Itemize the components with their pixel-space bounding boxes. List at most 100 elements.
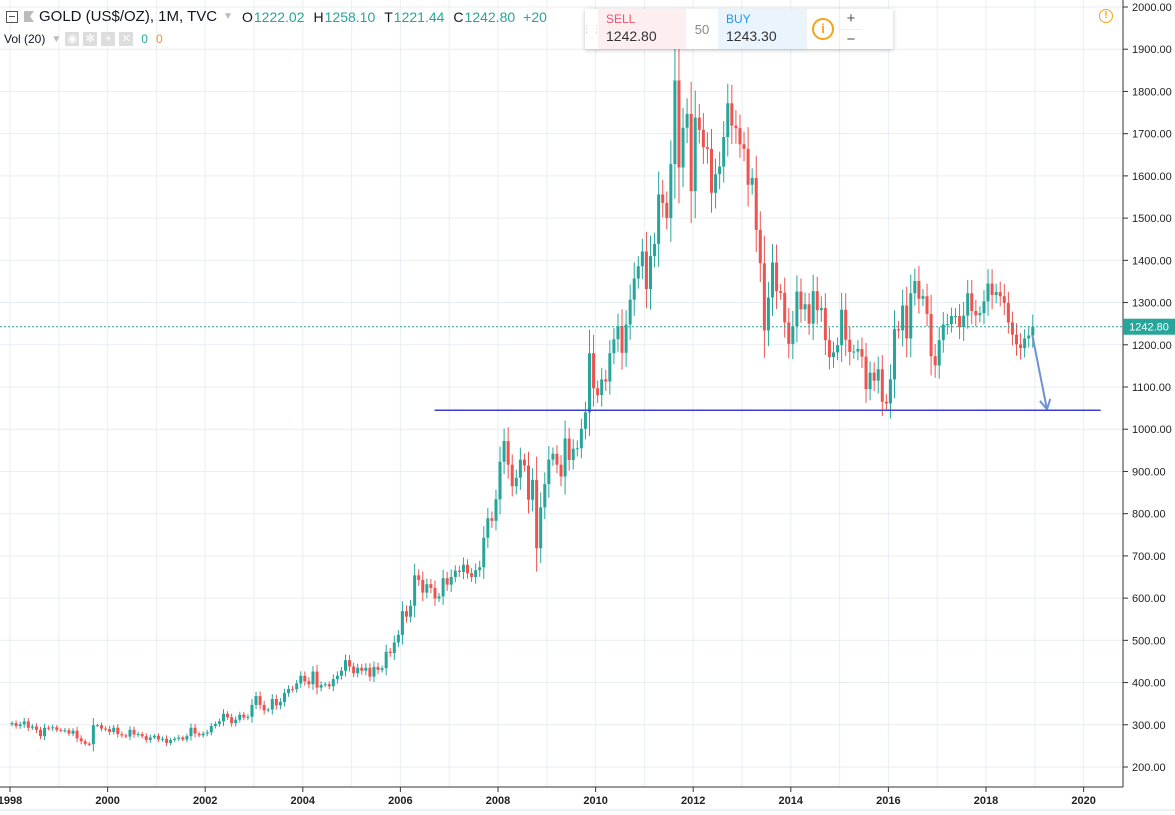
candle-body: [685, 113, 689, 128]
candle: [425, 578, 429, 599]
candle: [986, 269, 990, 316]
candle: [640, 238, 644, 279]
candle: [628, 284, 632, 340]
candle: [461, 557, 465, 580]
candle-body: [775, 262, 779, 292]
candle: [624, 310, 628, 367]
candle: [518, 447, 522, 490]
sell-label: SELL: [606, 12, 636, 26]
candle: [413, 563, 417, 618]
sell-button[interactable]: SELL 1242.80: [598, 9, 686, 49]
candle: [714, 158, 718, 209]
plus-icon[interactable]: +: [101, 32, 116, 46]
symbol-title[interactable]: GOLD (US$/OZ), 1M, TVC: [39, 8, 218, 25]
open-value: 1222.02: [253, 8, 305, 25]
candle-body: [929, 313, 933, 357]
candle-body: [116, 727, 120, 735]
candle: [67, 728, 71, 736]
candle-body: [986, 283, 990, 302]
candle: [852, 344, 856, 359]
info-button[interactable]: i: [806, 9, 839, 49]
candle-body: [799, 291, 803, 310]
buy-button[interactable]: BUY 1243.30: [718, 9, 806, 49]
volume-label[interactable]: Vol (20): [4, 32, 46, 46]
candle-body: [287, 688, 291, 694]
candle: [803, 292, 807, 322]
candle: [104, 726, 108, 732]
candle-body: [998, 292, 1002, 297]
candle-body: [360, 667, 364, 671]
candle-body: [510, 464, 514, 487]
candle-body: [787, 322, 791, 344]
candle: [844, 293, 848, 357]
candle-body: [87, 743, 91, 745]
candle: [327, 681, 331, 690]
collapse-icon[interactable]: [6, 10, 18, 23]
candle-body: [632, 278, 636, 300]
candle: [921, 288, 925, 307]
candle: [364, 663, 368, 676]
candle: [994, 283, 998, 304]
candle: [693, 90, 697, 219]
candle: [433, 580, 437, 607]
candle-body: [766, 297, 770, 331]
candle-body: [230, 717, 234, 724]
candle-body: [649, 256, 652, 290]
alert-icon[interactable]: !: [1099, 9, 1113, 23]
candle: [445, 571, 449, 591]
gear-icon[interactable]: ✻: [83, 32, 98, 46]
candle: [592, 334, 596, 407]
candle: [734, 110, 738, 144]
candle-body: [79, 738, 83, 742]
candle-body: [982, 301, 986, 314]
candle: [901, 289, 905, 347]
candle: [787, 308, 791, 359]
candle-body: [856, 349, 860, 352]
candle: [665, 191, 669, 230]
candle: [588, 329, 591, 436]
plus-button[interactable]: +: [840, 9, 862, 30]
candle: [148, 734, 152, 743]
candle-body: [518, 459, 522, 478]
candle-body: [579, 428, 583, 449]
candle: [644, 232, 648, 309]
candle-body: [356, 667, 360, 674]
eye-icon[interactable]: ◉: [65, 32, 80, 46]
volume-value-2: 0: [155, 32, 163, 46]
minus-button[interactable]: −: [846, 30, 856, 48]
candle-body: [876, 369, 880, 381]
candle: [990, 269, 994, 310]
candle: [91, 718, 95, 752]
candle: [941, 312, 945, 353]
candle: [201, 731, 205, 738]
candle-body: [156, 735, 160, 740]
flag-icon[interactable]: [24, 11, 34, 22]
candle-body: [307, 681, 311, 685]
candle-body: [246, 716, 250, 718]
close-icon[interactable]: ✕: [119, 32, 134, 46]
candle-body: [628, 299, 632, 325]
candle-body: [344, 660, 347, 671]
candle: [75, 726, 79, 743]
candle-body: [51, 727, 55, 729]
candle-body: [108, 729, 112, 732]
candle: [287, 685, 291, 697]
candle: [108, 725, 112, 736]
arrow-head: [1046, 398, 1052, 410]
candle-body: [653, 243, 657, 257]
candle: [71, 728, 75, 737]
candle-body: [531, 479, 535, 500]
chevron-down-icon[interactable]: ▼: [223, 11, 233, 22]
candle-body: [677, 80, 681, 168]
y-tick-label: 1900.00: [1132, 44, 1172, 56]
candle: [608, 340, 612, 395]
candle-body: [860, 349, 864, 357]
chevron-down-icon[interactable]: ▼: [51, 33, 62, 45]
candle-body: [311, 671, 315, 685]
candle-body: [710, 148, 713, 193]
candle-body: [453, 570, 457, 577]
candle-body: [836, 345, 840, 353]
drag-handle-icon[interactable]: ⋮⋮: [581, 23, 602, 35]
candle: [1010, 311, 1014, 346]
